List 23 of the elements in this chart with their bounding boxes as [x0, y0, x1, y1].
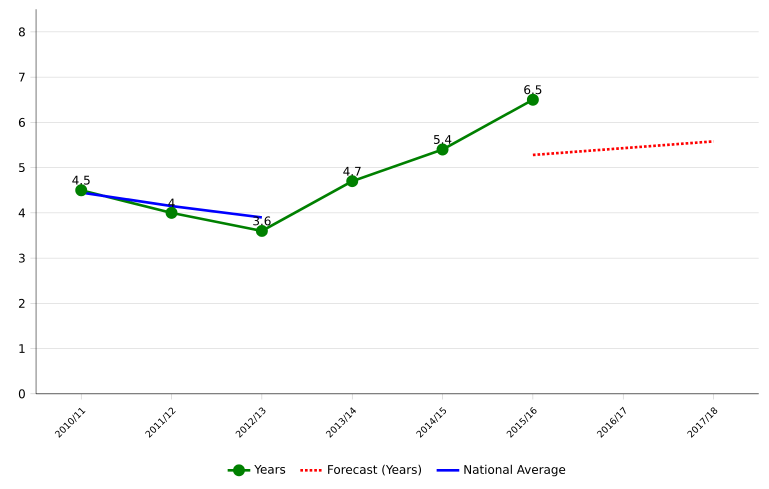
- y-tick-label: 8: [18, 27, 25, 36]
- legend-label: Years: [254, 464, 286, 474]
- y-tick-label: 2: [18, 298, 25, 308]
- y-tick-label: 1: [19, 344, 25, 353]
- y-tick-label: 4: [18, 208, 26, 218]
- y-tick-label: 6: [18, 118, 25, 127]
- data-label: 5.4: [434, 134, 452, 144]
- point: [166, 206, 178, 219]
- data-label: 3.6: [253, 216, 271, 226]
- y-tick-label: 0: [18, 389, 25, 398]
- point: [75, 184, 88, 196]
- y-tick-label: 7: [19, 72, 25, 82]
- data-label: 6.5: [524, 85, 542, 94]
- point: [436, 143, 449, 156]
- point: [526, 94, 539, 106]
- point: [346, 175, 358, 188]
- legend-label: National Average: [464, 464, 566, 476]
- data-label: 4.7: [343, 166, 361, 176]
- y-tick-label: 5: [19, 163, 25, 172]
- y-tick-label: 3: [19, 253, 25, 262]
- data-label: 4.5: [72, 176, 90, 185]
- point: [256, 224, 268, 237]
- legend-label: Forecast (Years): [328, 464, 422, 476]
